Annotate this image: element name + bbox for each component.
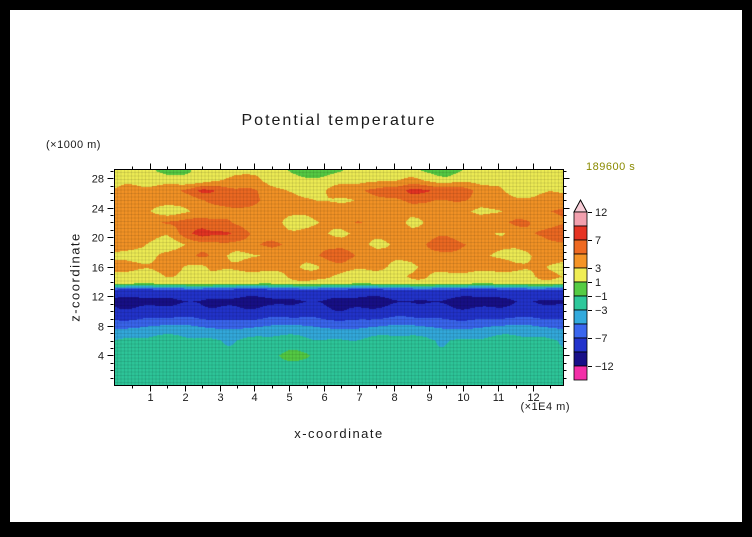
x-axis-title: x-coordinate — [294, 426, 384, 441]
plot-frame — [114, 169, 564, 386]
plot-title: Potential temperature — [241, 112, 437, 129]
timestamp-label: 189600 s — [586, 161, 636, 173]
heatmap-field — [115, 170, 563, 385]
x-axis-unit-label: (×1E4 m) — [520, 401, 570, 413]
y-axis-title: z-coordinate — [67, 232, 83, 322]
y-axis-unit-label: (×1000 m) — [46, 139, 101, 151]
